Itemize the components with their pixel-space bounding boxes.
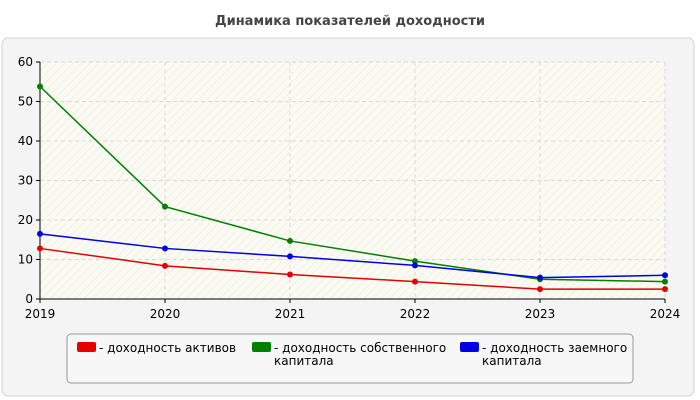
data-point bbox=[37, 245, 43, 252]
data-point bbox=[537, 286, 543, 293]
data-point bbox=[162, 262, 168, 269]
y-tick-label: 10 bbox=[18, 253, 33, 267]
data-point bbox=[412, 278, 418, 285]
data-point bbox=[662, 272, 668, 279]
data-point bbox=[537, 274, 543, 281]
axes: 0 10 20 30 40 50 60 2019 2020 2021 2022 2023 2024 bbox=[18, 55, 681, 321]
data-point bbox=[287, 271, 293, 278]
x-tick-label: 2019 bbox=[25, 307, 56, 321]
data-point bbox=[287, 237, 293, 244]
legend-label: капитала bbox=[482, 354, 542, 368]
series-line-1 bbox=[39, 85, 666, 283]
data-point bbox=[162, 203, 168, 210]
legend: - доходность активов - доходность собстве… bbox=[77, 341, 627, 368]
y-tick-label: 40 bbox=[18, 134, 33, 148]
data-point bbox=[37, 230, 43, 237]
data-point bbox=[162, 245, 168, 252]
legend-label: капитала bbox=[274, 354, 334, 368]
legend-swatch bbox=[77, 342, 96, 352]
legend-label: - доходность заемного bbox=[482, 341, 627, 355]
data-point bbox=[287, 253, 293, 260]
x-tick-label: 2021 bbox=[275, 307, 306, 321]
chart-title: Динамика показателей доходности bbox=[215, 14, 485, 29]
x-tick-label: 2024 bbox=[650, 307, 681, 321]
y-tick-label: 0 bbox=[25, 292, 33, 306]
data-point bbox=[412, 262, 418, 269]
y-tick-label: 50 bbox=[18, 95, 33, 109]
y-tick-label: 60 bbox=[18, 55, 33, 69]
legend-label: - доходность собственного bbox=[274, 341, 446, 355]
series-line-0 bbox=[39, 247, 665, 290]
series-line-2 bbox=[39, 233, 666, 279]
legend-label: - доходность активов bbox=[99, 341, 236, 355]
x-tick-label: 2022 bbox=[400, 307, 431, 321]
y-tick-label: 20 bbox=[18, 213, 33, 227]
data-point bbox=[662, 278, 668, 285]
legend-box bbox=[66, 333, 634, 384]
legend-swatch bbox=[252, 342, 271, 352]
data-point bbox=[412, 258, 418, 265]
series bbox=[37, 83, 668, 293]
data-point bbox=[662, 286, 668, 293]
data-point bbox=[37, 83, 43, 90]
legend-swatch bbox=[460, 342, 479, 352]
x-tick-label: 2020 bbox=[150, 307, 181, 321]
x-tick-label: 2023 bbox=[525, 307, 556, 321]
y-tick-label: 30 bbox=[18, 174, 33, 188]
